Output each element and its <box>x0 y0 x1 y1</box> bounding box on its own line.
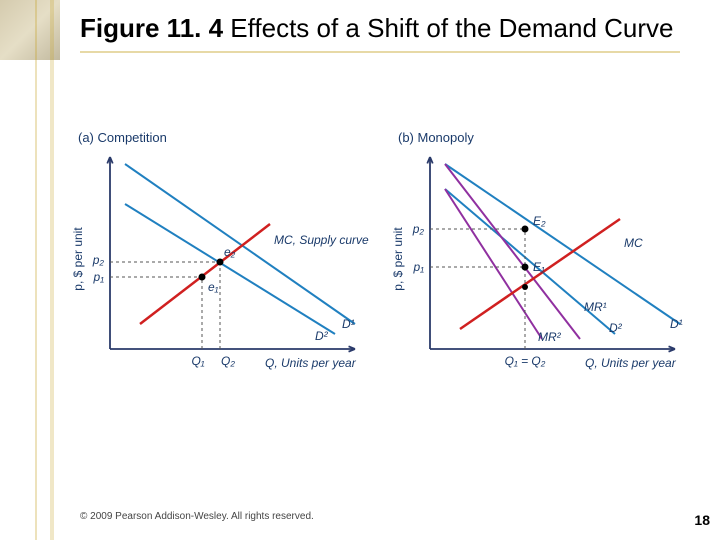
side-rule-1 <box>35 0 37 540</box>
figure-label: Figure 11. 4 <box>80 13 223 43</box>
svg-text:MR²: MR² <box>538 330 562 344</box>
svg-text:MR¹: MR¹ <box>584 300 607 314</box>
svg-text:p₁: p₁ <box>413 260 425 274</box>
panel-a-title: (a) Competition <box>78 130 370 145</box>
chart-a-svg: p, $ per unit Q, Units per year e₁ e₂ p₁ p₂ Q₁… <box>70 149 370 389</box>
page-number: 18 <box>694 512 710 528</box>
svg-text:p₁: p₁ <box>93 270 105 284</box>
svg-text:Q, Units per year: Q, Units per year <box>585 356 677 370</box>
svg-text:MC: MC <box>624 236 643 250</box>
slide-header: Figure 11. 4 Effects of a Shift of the D… <box>80 12 680 53</box>
svg-text:D¹: D¹ <box>670 317 683 331</box>
copyright-text: © 2009 Pearson Addison-Wesley. All right… <box>80 511 314 522</box>
svg-text:D²: D² <box>315 329 329 343</box>
svg-text:Q, Units per year: Q, Units per year <box>265 356 357 370</box>
svg-text:e₁: e₁ <box>208 280 219 294</box>
svg-text:E₂: E₂ <box>533 214 546 228</box>
svg-text:Q₁: Q₁ <box>191 354 204 368</box>
svg-text:MC, Supply curve: MC, Supply curve <box>274 233 369 247</box>
title-rest: Effects of a Shift of the Demand Curve <box>223 13 673 43</box>
svg-text:Q₁ = Q₂: Q₁ = Q₂ <box>505 354 546 368</box>
slide-title: Figure 11. 4 Effects of a Shift of the D… <box>80 12 680 45</box>
chart-b-svg: p, $ per unit Q, Units per year E₁ E₂ p₁ p₂ Q₁… <box>390 149 690 389</box>
title-underline <box>80 51 680 53</box>
svg-text:e₂: e₂ <box>224 245 236 259</box>
svg-text:Q₂: Q₂ <box>221 354 235 368</box>
svg-text:p, $ per unit: p, $ per unit <box>71 227 85 291</box>
panel-a-competition: (a) Competition p, $ per unit Q, Units pe… <box>70 130 370 410</box>
side-rule-2 <box>50 0 54 540</box>
svg-text:p₂: p₂ <box>412 222 425 236</box>
svg-text:p₂: p₂ <box>92 253 105 267</box>
svg-text:E₁: E₁ <box>533 260 545 274</box>
panel-b-monopoly: (b) Monopoly p, $ per unit Q, Units per y… <box>390 130 690 410</box>
svg-text:D¹: D¹ <box>342 317 355 331</box>
svg-text:p, $ per unit: p, $ per unit <box>391 227 405 291</box>
panel-b-title: (b) Monopoly <box>398 130 690 145</box>
svg-text:D²: D² <box>609 321 623 335</box>
charts-container: (a) Competition p, $ per unit Q, Units pe… <box>70 130 690 410</box>
